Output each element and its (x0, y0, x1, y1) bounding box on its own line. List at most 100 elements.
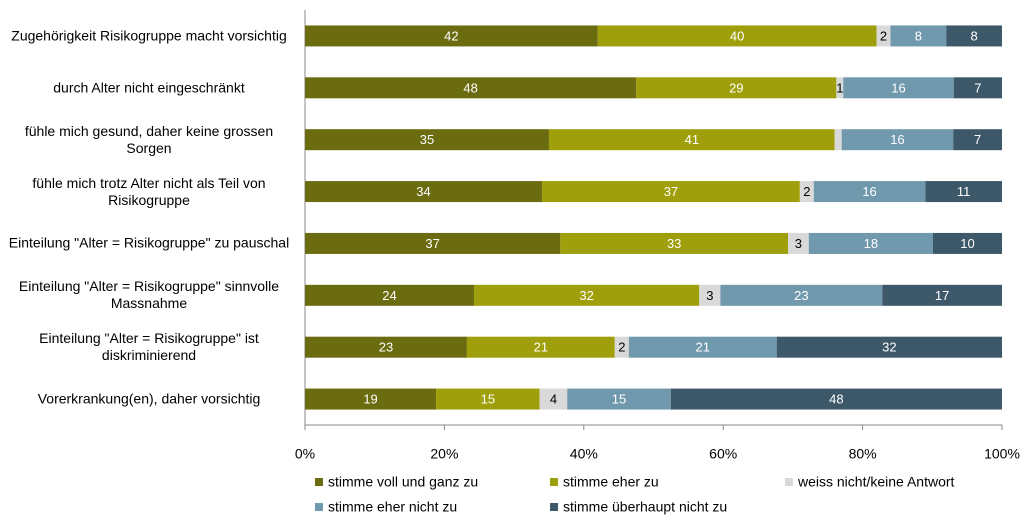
x-tick-label: 60% (709, 446, 737, 462)
category-label: fühle mich trotz Alter nicht als Teil vo… (32, 174, 266, 208)
data-label: 7 (974, 80, 981, 95)
data-label: 8 (915, 28, 922, 43)
bar-segment (305, 336, 467, 358)
category-label: fühle mich gesund, daher keine grossen S… (24, 122, 274, 156)
data-label: 41 (685, 132, 699, 147)
bar-segment (597, 25, 877, 47)
bar-segment (882, 284, 1002, 306)
data-label: 1 (836, 80, 843, 95)
x-tick-label: 20% (430, 446, 458, 462)
legend-swatch (315, 478, 323, 486)
legend-swatch (785, 478, 793, 486)
data-label: 23 (794, 288, 808, 303)
legend-label: stimme eher nicht zu (328, 499, 457, 515)
bar-segment (473, 284, 700, 306)
data-label: 17 (935, 288, 949, 303)
bar-segment (628, 336, 777, 358)
bar-segment (813, 181, 926, 203)
legend-swatch (550, 503, 558, 511)
bar-segment (305, 284, 474, 306)
bar-segment (305, 25, 598, 47)
bar-segment (799, 181, 814, 203)
bar-segment (953, 77, 1002, 99)
data-label: 34 (416, 184, 430, 199)
bar-segment (305, 129, 549, 151)
data-label: 21 (534, 340, 548, 355)
data-label: 32 (882, 340, 896, 355)
legend-swatch (315, 503, 323, 511)
data-label: 16 (890, 132, 904, 147)
category-label: Zugehörigkeit Risikogruppe macht vorsich… (11, 27, 287, 44)
data-label: 42 (444, 28, 458, 43)
bar-segment (539, 388, 568, 410)
data-label: 48 (463, 80, 477, 95)
bar-segment (305, 181, 542, 203)
data-label: 24 (382, 288, 396, 303)
data-label: 2 (618, 340, 625, 355)
x-tick-label: 100% (984, 446, 1020, 462)
bar-segment (548, 129, 835, 151)
legend-swatch (550, 478, 558, 486)
data-label: 2 (880, 28, 887, 43)
data-label: 29 (729, 80, 743, 95)
data-label: 16 (891, 80, 905, 95)
bar-segment (720, 284, 883, 306)
bar-segment (841, 129, 954, 151)
data-label: 37 (425, 236, 439, 251)
bar-segment (614, 336, 629, 358)
category-label: durch Alter nicht eingeschränkt (53, 79, 245, 96)
bar-segment (776, 336, 1002, 358)
data-label: 16 (862, 184, 876, 199)
data-label: 32 (579, 288, 593, 303)
category-label: Vorerkrankung(en), daher vorsichtig (37, 390, 261, 407)
data-label: 23 (379, 340, 393, 355)
legend-label: stimme voll und ganz zu (328, 474, 478, 490)
bar-segment (466, 336, 615, 358)
bar-segment (670, 388, 1002, 410)
x-tick-label: 0% (295, 446, 315, 462)
bar-segment (953, 129, 1002, 151)
bar-segment (834, 129, 842, 151)
bar-segment (436, 388, 540, 410)
category-label: Einteilung "Alter = Risikogruppe" zu pau… (8, 234, 290, 251)
data-label: 40 (730, 28, 744, 43)
data-label: 18 (864, 236, 878, 251)
bar-segment (305, 77, 637, 99)
bar-segment (788, 232, 809, 254)
legend-label: stimme überhaupt nicht zu (563, 499, 727, 515)
bar-segment (946, 25, 1002, 47)
bar-segment (541, 181, 800, 203)
bar-segment (890, 25, 947, 47)
bar-segment (932, 232, 1002, 254)
category-label: Einteilung "Alter = Risikogruppe" sinnvo… (18, 278, 280, 312)
legend-label: weiss nicht/keine Antwort (797, 474, 955, 490)
x-tick-label: 80% (849, 446, 877, 462)
bar-segment (305, 232, 561, 254)
bar-segment (876, 25, 891, 47)
data-label: 11 (957, 184, 971, 199)
bar-segment (567, 388, 671, 410)
data-label: 35 (420, 132, 434, 147)
data-label: 19 (363, 392, 377, 407)
data-label: 7 (974, 132, 981, 147)
x-tick-label: 40% (570, 446, 598, 462)
data-label: 8 (971, 28, 978, 43)
data-label: 10 (960, 236, 974, 251)
legend-label: stimme eher zu (563, 474, 659, 490)
data-label: 3 (795, 236, 802, 251)
data-label: 48 (829, 392, 843, 407)
bar-segment (560, 232, 789, 254)
bar-segment (699, 284, 721, 306)
bar-segment (808, 232, 933, 254)
data-label: 4 (550, 392, 557, 407)
data-label: 21 (696, 340, 710, 355)
data-label: 3 (706, 288, 713, 303)
data-label: 15 (481, 392, 495, 407)
bar-segment (836, 77, 844, 99)
data-label: 33 (667, 236, 681, 251)
bar-segment (843, 77, 954, 99)
data-label: 37 (664, 184, 678, 199)
data-label: 15 (612, 392, 626, 407)
